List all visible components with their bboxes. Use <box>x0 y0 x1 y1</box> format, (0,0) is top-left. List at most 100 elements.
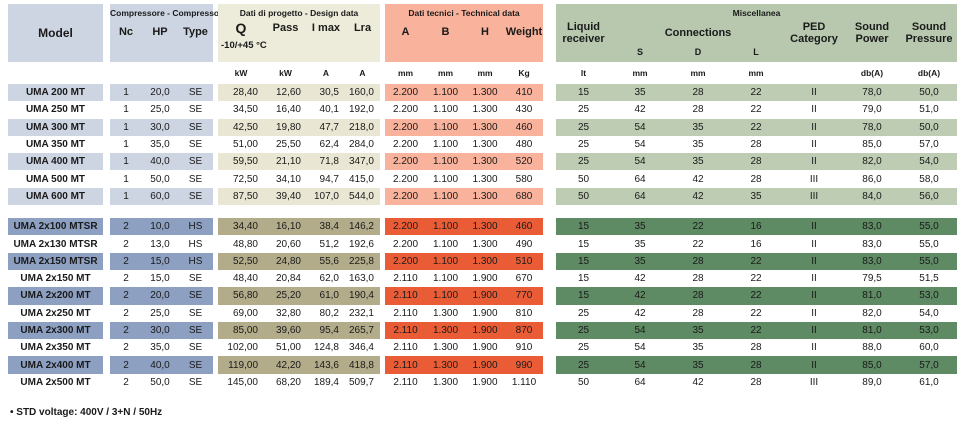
cell-nc: 1 <box>110 153 142 171</box>
cell-sound-power: 82,0 <box>843 153 901 171</box>
cell-a: 2.200 <box>392 104 419 116</box>
cell-q: 52,50 <box>218 252 264 270</box>
unit-h: mm <box>477 68 493 78</box>
table-row: UMA 500 MT 1 50,0 SE 72,50 34,10 94,7 415,0 2.20… <box>8 170 957 187</box>
cell-l: 28 <box>727 356 785 374</box>
column-label-sound-pressure: Sound Pressure <box>905 20 953 45</box>
cell-h: 1.300 <box>472 173 498 185</box>
cell-d: 22 <box>692 238 704 250</box>
cell-nc: 1 <box>110 187 142 206</box>
cell-b: 1.100 <box>426 187 465 206</box>
cell-model: UMA 300 MT <box>8 118 103 136</box>
cell-q: 48,40 <box>232 273 258 285</box>
cell-d: 42 <box>692 376 704 388</box>
cell-a: 2.200 <box>392 139 419 151</box>
cell-lra: 225,8 <box>345 252 380 270</box>
cell-q: 119,00 <box>218 356 264 374</box>
cell-type: HS <box>188 238 203 250</box>
cell-sound-pressure: 58,0 <box>919 173 939 185</box>
cell-weight: 810 <box>515 307 533 319</box>
cell-weight: 460 <box>505 218 543 236</box>
cell-model: UMA 2x500 MT <box>20 376 91 388</box>
cell-pass: 34,10 <box>275 173 301 185</box>
cell-h: 1.900 <box>465 356 505 374</box>
column-gap <box>103 84 110 101</box>
column-label-s: S <box>636 47 643 57</box>
cell-s: 35 <box>611 252 669 270</box>
cell-b: 1.300 <box>426 321 465 340</box>
cell-type: SE <box>188 273 203 285</box>
cell-a: 2.200 <box>385 252 426 270</box>
cell-d: 28 <box>692 104 704 116</box>
cell-hp: 10,0 <box>142 218 178 236</box>
unit-a: mm <box>397 68 414 78</box>
cell-imax: 47,7 <box>307 118 345 136</box>
cell-nc: 2 <box>110 356 142 374</box>
cell-weight: 430 <box>515 104 533 116</box>
column-gap <box>543 356 556 373</box>
cell-a: 2.110 <box>393 342 418 354</box>
cell-pass: 16,10 <box>264 218 307 236</box>
table-row: UMA 2x150 MT 2 15,0 SE 48,40 20,84 62,0 163,0 2.… <box>8 270 957 287</box>
cell-ped: II <box>785 153 843 171</box>
cell-b: 1.100 <box>426 153 465 171</box>
cell-sound-pressure: 50,0 <box>901 118 957 136</box>
cell-lra: 192,0 <box>348 104 374 116</box>
cell-weight: 580 <box>515 173 533 185</box>
cell-weight: 910 <box>515 342 533 354</box>
cell-l: 28 <box>750 376 762 388</box>
cell-liquid-receiver: 25 <box>577 139 590 151</box>
cell-b: 1.100 <box>432 104 459 116</box>
column-gap <box>543 170 556 187</box>
column-gap <box>103 287 110 304</box>
column-label-b: B <box>441 26 450 38</box>
cell-type: SE <box>188 376 203 388</box>
column-gap <box>543 119 556 136</box>
cell-hp: 20,0 <box>142 287 178 305</box>
column-gap <box>103 153 110 170</box>
column-gap <box>543 287 556 304</box>
cell-pass: 39,40 <box>264 187 307 206</box>
cell-q: 28,40 <box>218 84 264 102</box>
cell-sound-power: 79,5 <box>862 273 882 285</box>
column-gap <box>103 339 110 356</box>
cell-model: UMA 350 MT <box>25 139 86 151</box>
cell-h: 1.900 <box>472 342 498 354</box>
column-gap <box>103 101 110 118</box>
cell-h: 1.300 <box>472 104 498 116</box>
column-gap <box>103 322 110 339</box>
unit-weight: Kg <box>518 68 530 78</box>
cell-liquid-receiver: 15 <box>556 84 611 102</box>
cell-pass: 68,20 <box>275 376 301 388</box>
cell-pass: 39,60 <box>264 321 307 340</box>
cell-nc: 2 <box>123 238 129 250</box>
unit-blank <box>785 62 843 84</box>
cell-ped: II <box>785 356 843 374</box>
cell-a: 2.110 <box>393 273 418 285</box>
cell-weight: 770 <box>505 287 543 305</box>
cell-q: 145,00 <box>227 376 258 388</box>
cell-b: 1.100 <box>426 84 465 102</box>
cell-s: 35 <box>611 84 669 102</box>
cell-type: SE <box>188 342 203 354</box>
cell-s: 42 <box>611 287 669 305</box>
cell-lra: 163,0 <box>348 273 374 285</box>
row-group-2: UMA 2x100 MTSR 2 10,0 HS 34,40 16,10 38,4 146,2… <box>8 218 957 391</box>
cell-s: 64 <box>634 376 646 388</box>
cell-type: SE <box>178 356 213 374</box>
cell-q: 34,40 <box>218 218 264 236</box>
cell-d: 28 <box>692 307 704 319</box>
cell-l: 22 <box>727 321 785 340</box>
column-label-type: Type <box>183 26 208 38</box>
cell-hp: 25,0 <box>150 307 170 319</box>
cell-imax: 71,8 <box>307 153 345 171</box>
cell-s: 54 <box>634 139 646 151</box>
column-gap <box>103 305 110 322</box>
cell-liquid-receiver: 15 <box>556 218 611 236</box>
cell-b: 1.100 <box>432 139 459 151</box>
cell-imax: 94,7 <box>319 173 339 185</box>
cell-s: 54 <box>611 356 669 374</box>
unit-blank <box>178 62 213 84</box>
cell-model: UMA 2x200 MT <box>8 287 103 305</box>
cell-imax: 124,8 <box>313 342 339 354</box>
